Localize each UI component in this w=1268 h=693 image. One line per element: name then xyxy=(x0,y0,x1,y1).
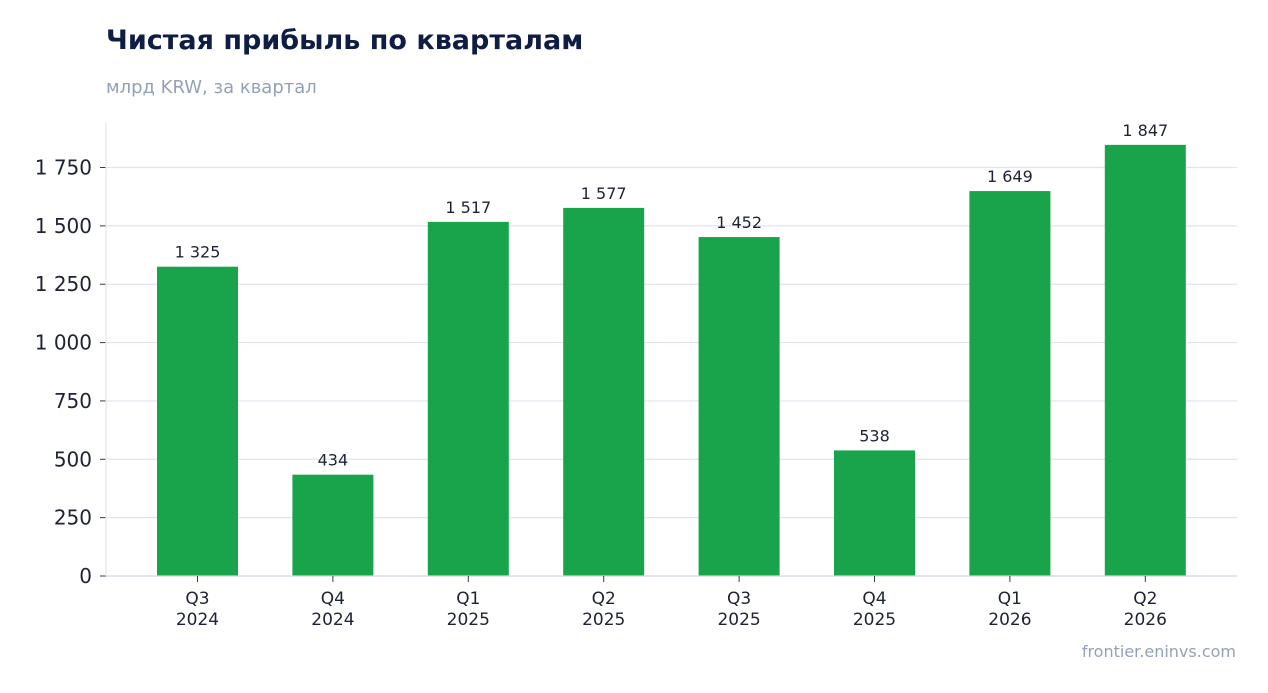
bar-value-label: 434 xyxy=(318,451,349,470)
bar xyxy=(969,191,1051,576)
y-tick-label: 1 000 xyxy=(35,331,92,355)
bar xyxy=(292,474,374,576)
chart-title: Чистая прибыль по кварталам xyxy=(106,25,584,56)
bar-value-label: 1 517 xyxy=(445,198,491,217)
x-tick-label-year: 2025 xyxy=(582,610,625,630)
x-tick-label-quarter: Q4 xyxy=(862,589,886,609)
x-tick-label-year: 2025 xyxy=(717,610,760,630)
value-labels: 1 325 434 1 517 1 577 1 452 538 1 649 1 847 xyxy=(175,121,1169,470)
x-tick-label-year: 2026 xyxy=(1124,610,1167,630)
bar xyxy=(427,221,509,576)
bar xyxy=(157,266,238,576)
bar-value-label: 1 452 xyxy=(716,213,762,232)
y-tick-label: 500 xyxy=(54,447,92,471)
bars xyxy=(157,144,1186,577)
bar xyxy=(834,450,915,576)
bar xyxy=(698,237,780,577)
x-tick-label-quarter: Q3 xyxy=(185,589,209,609)
x-tick-label-year: 2025 xyxy=(447,610,490,630)
bar xyxy=(1104,144,1186,576)
x-tick-label-quarter: Q1 xyxy=(456,589,480,609)
x-tick-label-quarter: Q3 xyxy=(727,589,751,609)
gridlines xyxy=(106,166,1237,519)
bar-value-label: 1 325 xyxy=(175,243,221,262)
y-tick-label: 750 xyxy=(54,389,92,413)
bar-value-label: 1 847 xyxy=(1122,121,1168,140)
x-tick-label-quarter: Q2 xyxy=(592,589,616,609)
x-tick-label-year: 2025 xyxy=(853,610,896,630)
x-tick-label-year: 2024 xyxy=(311,610,354,630)
x-tick-label-year: 2024 xyxy=(176,610,219,630)
y-tick-label: 250 xyxy=(54,506,92,530)
chart-subtitle: млрд KRW, за квартал xyxy=(106,77,317,98)
x-tick-label-quarter: Q1 xyxy=(998,589,1022,609)
bar-value-label: 1 577 xyxy=(581,184,627,203)
bar-value-label: 1 649 xyxy=(987,167,1033,186)
x-tick-label-quarter: Q2 xyxy=(1133,589,1157,609)
y-tick-label: 1 750 xyxy=(35,156,92,180)
bar xyxy=(563,207,645,576)
y-tick-label: 1 250 xyxy=(35,272,92,296)
bar-value-label: 538 xyxy=(859,426,890,445)
source-credit: frontier.eninvs.com xyxy=(1081,642,1236,661)
x-tick-label-year: 2026 xyxy=(988,610,1031,630)
x-tick-label-quarter: Q4 xyxy=(321,589,345,609)
y-tick-label: 1 500 xyxy=(35,214,92,238)
y-tick-label: 0 xyxy=(79,564,92,588)
